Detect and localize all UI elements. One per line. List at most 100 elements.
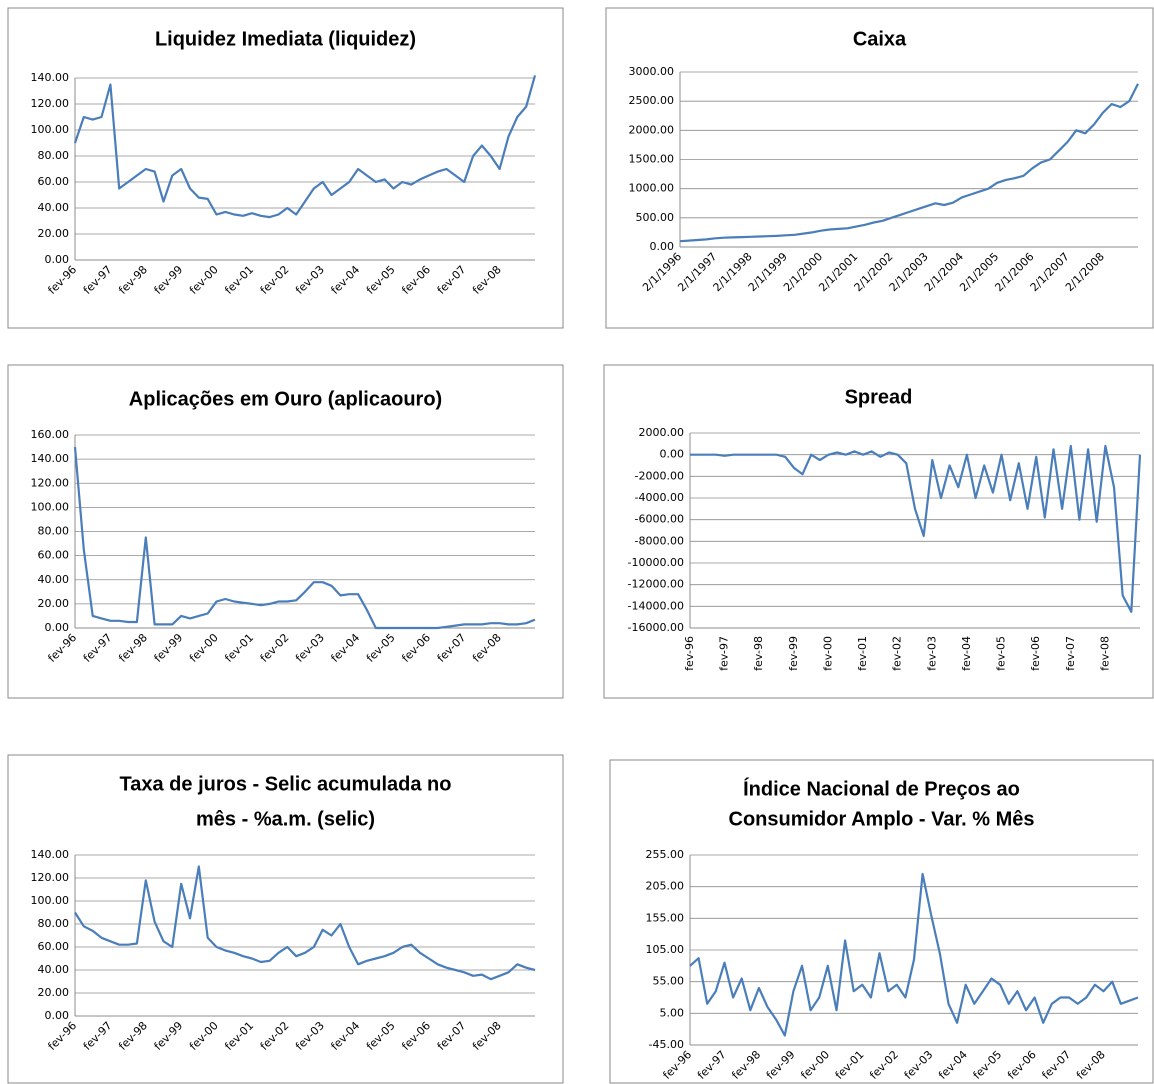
x-tick-label: fev-05 bbox=[364, 263, 398, 297]
chart-title: mês - %a.m. (selic) bbox=[196, 808, 375, 830]
x-tick-label: fev-06 bbox=[399, 631, 433, 665]
y-tick-label: 60.00 bbox=[38, 940, 70, 953]
y-tick-label: 100.00 bbox=[31, 894, 70, 907]
x-tick-label: fev-01 bbox=[222, 631, 256, 665]
y-tick-label: 20.00 bbox=[38, 597, 70, 610]
x-tick-label: fev-07 bbox=[435, 631, 469, 665]
y-tick-label: 120.00 bbox=[31, 97, 70, 110]
x-tick-label: fev-03 bbox=[293, 263, 327, 297]
chart-title: Taxa de juros - Selic acumulada no bbox=[120, 773, 452, 795]
x-tick-label: fev-01 bbox=[856, 636, 869, 671]
x-tick-label: fev-98 bbox=[752, 636, 765, 671]
chart-frame bbox=[7, 7, 564, 329]
x-tick-label: fev-08 bbox=[470, 1019, 504, 1053]
x-tick-label: fev-97 bbox=[81, 1019, 115, 1053]
y-tick-label: 80.00 bbox=[38, 149, 70, 162]
x-tick-label: fev-96 bbox=[683, 636, 696, 671]
x-tick-label: fev-03 bbox=[925, 636, 938, 671]
y-tick-label: -4000.00 bbox=[635, 491, 684, 504]
y-tick-label: 60.00 bbox=[38, 175, 70, 188]
chart-title: Índice Nacional de Preços ao bbox=[743, 777, 1020, 800]
x-tick-label: fev-98 bbox=[116, 631, 150, 665]
x-tick-label: fev-00 bbox=[187, 1019, 221, 1053]
x-tick-label: fev-02 bbox=[258, 263, 292, 297]
x-tick-label: fev-03 bbox=[293, 1019, 327, 1053]
x-tick-label: fev-02 bbox=[891, 636, 904, 671]
y-tick-label: 0.00 bbox=[45, 621, 70, 634]
x-tick-label: fev-00 bbox=[187, 631, 221, 665]
x-tick-label: fev-99 bbox=[152, 1019, 186, 1053]
x-tick-label: fev-06 bbox=[399, 1019, 433, 1053]
y-tick-label: 140.00 bbox=[31, 71, 70, 84]
y-tick-label: 100.00 bbox=[31, 123, 70, 136]
series-line bbox=[689, 872, 1139, 1037]
y-tick-label: 40.00 bbox=[38, 201, 70, 214]
x-tick-label: fev-04 bbox=[960, 636, 973, 671]
y-tick-label: 2000.00 bbox=[639, 426, 685, 439]
x-tick-label: fev-07 bbox=[1064, 636, 1077, 671]
y-tick-label: 205.00 bbox=[646, 880, 685, 893]
y-tick-label: 2000.00 bbox=[629, 123, 675, 136]
x-tick-label: fev-07 bbox=[1040, 1048, 1074, 1082]
x-tick-label: fev-08 bbox=[1098, 636, 1111, 671]
y-tick-label: 40.00 bbox=[38, 573, 70, 586]
chart-frame bbox=[605, 7, 1154, 329]
x-tick-label: fev-98 bbox=[729, 1048, 763, 1082]
y-tick-label: 20.00 bbox=[38, 227, 70, 240]
y-tick-label: 2500.00 bbox=[629, 94, 675, 107]
x-tick-label: fev-01 bbox=[222, 263, 256, 297]
x-tick-label: fev-02 bbox=[258, 631, 292, 665]
series-line bbox=[679, 83, 1139, 243]
x-tick-label: fev-99 bbox=[152, 631, 186, 665]
x-tick-label: fev-04 bbox=[936, 1048, 970, 1082]
series-line bbox=[73, 75, 537, 219]
chart-title: Consumidor Amplo - Var. % Mês bbox=[729, 808, 1035, 830]
y-tick-label: 100.00 bbox=[31, 500, 70, 513]
x-tick-label: fev-97 bbox=[81, 263, 115, 297]
x-tick-label: fev-03 bbox=[902, 1048, 936, 1082]
x-tick-label: fev-07 bbox=[435, 1019, 469, 1053]
y-tick-label: -45.00 bbox=[649, 1038, 684, 1051]
chart-frame bbox=[7, 364, 564, 699]
y-tick-label: 3000.00 bbox=[629, 65, 675, 78]
x-tick-label: fev-05 bbox=[364, 1019, 398, 1053]
x-tick-label: fev-06 bbox=[1005, 1048, 1039, 1082]
x-tick-label: fev-04 bbox=[328, 631, 362, 665]
y-tick-label: 1500.00 bbox=[629, 153, 675, 166]
x-tick-label: fev-01 bbox=[833, 1048, 867, 1082]
y-tick-label: 5.00 bbox=[660, 1006, 685, 1019]
x-tick-label: fev-04 bbox=[328, 1019, 362, 1053]
x-tick-label: fev-00 bbox=[187, 263, 221, 297]
y-tick-label: 0.00 bbox=[45, 1009, 70, 1022]
y-tick-label: -16000.00 bbox=[628, 621, 684, 634]
y-tick-label: 160.00 bbox=[31, 428, 70, 441]
y-tick-label: 105.00 bbox=[646, 943, 685, 956]
x-tick-label: fev-97 bbox=[81, 631, 115, 665]
y-tick-label: 40.00 bbox=[38, 963, 70, 976]
x-tick-label: fev-01 bbox=[222, 1019, 256, 1053]
x-tick-label: fev-02 bbox=[258, 1019, 292, 1053]
x-tick-label: fev-08 bbox=[1074, 1048, 1108, 1082]
y-tick-label: 140.00 bbox=[31, 848, 70, 861]
y-tick-label: 155.00 bbox=[646, 911, 685, 924]
y-tick-label: 255.00 bbox=[646, 848, 685, 861]
x-tick-label: fev-08 bbox=[470, 263, 504, 297]
y-tick-label: -10000.00 bbox=[628, 556, 684, 569]
x-tick-label: fev-05 bbox=[364, 631, 398, 665]
x-tick-label: fev-96 bbox=[660, 1048, 694, 1082]
x-tick-label: fev-05 bbox=[971, 1048, 1005, 1082]
y-tick-label: 80.00 bbox=[38, 525, 70, 538]
chart-frame bbox=[7, 754, 564, 1084]
x-tick-label: fev-99 bbox=[152, 263, 186, 297]
x-tick-label: fev-00 bbox=[821, 636, 834, 671]
y-tick-label: -14000.00 bbox=[628, 599, 684, 612]
y-tick-label: 55.00 bbox=[653, 975, 685, 988]
y-tick-label: 0.00 bbox=[650, 240, 675, 253]
y-tick-label: 120.00 bbox=[31, 871, 70, 884]
series-line bbox=[74, 865, 536, 981]
x-tick-label: fev-05 bbox=[995, 636, 1008, 671]
x-tick-label: fev-02 bbox=[867, 1048, 901, 1082]
y-tick-label: 500.00 bbox=[636, 211, 675, 224]
y-tick-label: -6000.00 bbox=[635, 513, 684, 526]
x-tick-label: fev-96 bbox=[45, 263, 79, 297]
